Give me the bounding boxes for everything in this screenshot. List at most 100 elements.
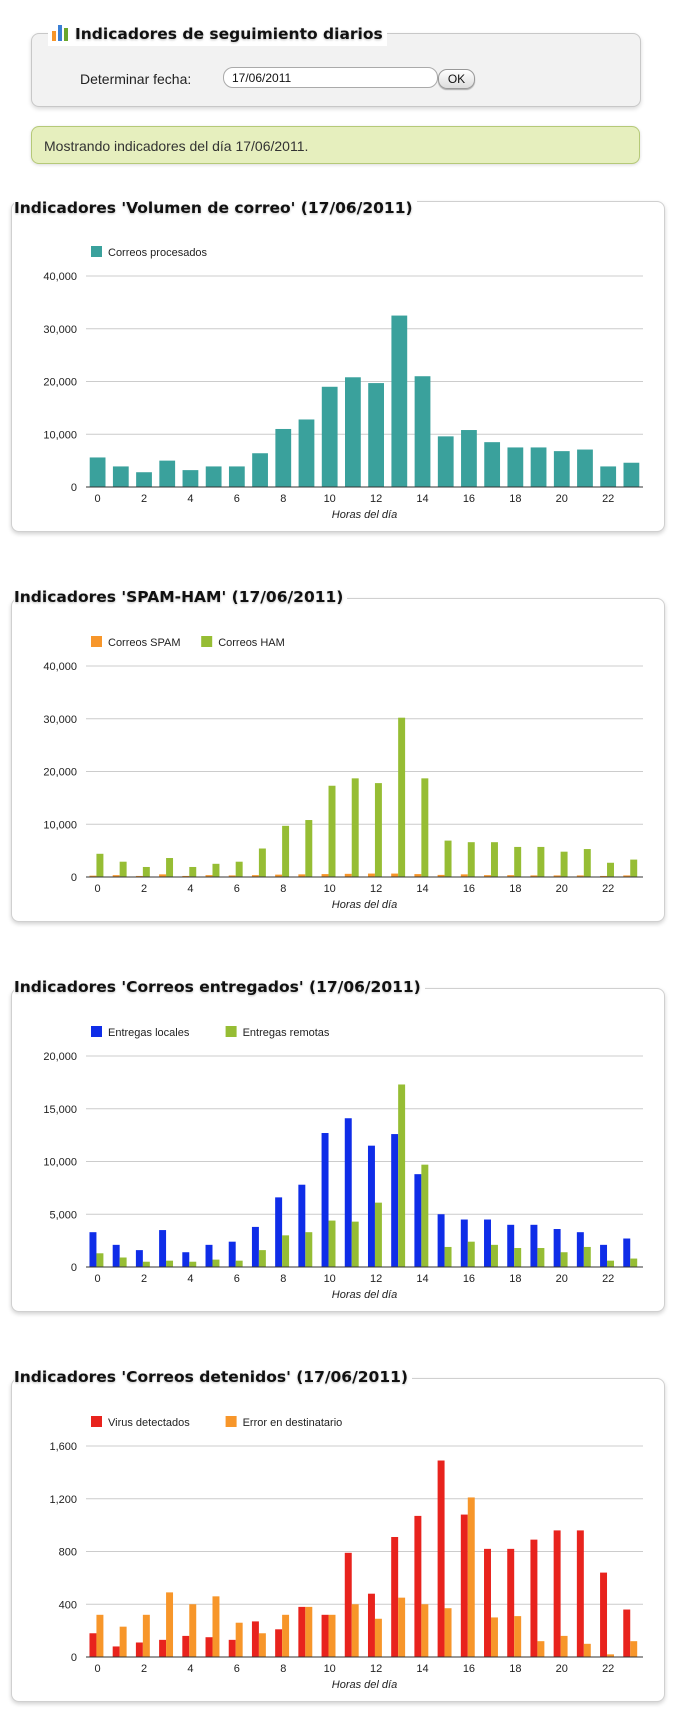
x-tick-label: 12 (370, 1273, 382, 1285)
x-tick-label: 6 (234, 493, 240, 505)
bar (537, 846, 545, 877)
legend-swatch (91, 246, 102, 257)
bar (484, 1548, 491, 1657)
ok-button[interactable]: OK (438, 69, 475, 89)
bar (437, 874, 445, 877)
legend-swatch (91, 1416, 102, 1427)
x-tick-label: 0 (95, 1663, 101, 1675)
bar (367, 873, 375, 877)
x-axis-label: Horas del día (332, 1679, 397, 1691)
legend-label: Entregas remotas (243, 1027, 330, 1039)
x-tick-label: 2 (141, 493, 147, 505)
x-tick-label: 18 (509, 493, 521, 505)
bar (96, 1614, 104, 1657)
x-tick-label: 8 (280, 493, 286, 505)
date-input[interactable] (223, 67, 438, 88)
x-tick-label: 0 (95, 493, 101, 505)
bar (444, 840, 452, 877)
bar (437, 1460, 445, 1657)
bar (228, 1639, 236, 1657)
bar (391, 1134, 399, 1267)
bar (374, 783, 382, 877)
x-tick-label: 14 (416, 1273, 428, 1285)
bar (89, 875, 97, 877)
bar (305, 1606, 313, 1657)
bar (530, 1224, 538, 1267)
bar (576, 1530, 584, 1657)
legend-swatch (225, 1026, 237, 1037)
bar (89, 457, 106, 487)
bar (507, 1224, 515, 1267)
bar (298, 419, 315, 487)
bar (298, 1606, 306, 1657)
bar (205, 875, 213, 877)
bar (282, 1614, 290, 1657)
bar (600, 875, 608, 877)
legend-label: Correos procesados (108, 247, 208, 259)
x-axis-label: Horas del día (332, 1289, 397, 1301)
x-tick-label: 20 (556, 493, 568, 505)
x-tick-label: 2 (141, 1663, 147, 1675)
bar (166, 1592, 174, 1657)
bar (577, 449, 593, 487)
bar (553, 1229, 561, 1267)
bar (321, 874, 329, 877)
bar (135, 1250, 143, 1267)
bar (460, 1514, 468, 1657)
bar (305, 1232, 313, 1267)
bar (321, 1614, 329, 1657)
bar (391, 1536, 399, 1657)
legend-swatch (225, 1416, 237, 1427)
bar (344, 873, 352, 877)
x-tick-label: 12 (370, 883, 382, 895)
x-tick-label: 2 (141, 1273, 147, 1285)
bar (553, 1530, 561, 1657)
bar (205, 1244, 213, 1267)
y-tick-label: 1,200 (49, 1494, 77, 1506)
bar (228, 466, 245, 487)
chart-title: Indicadores 'Volumen de correo' (17/06/2… (14, 199, 417, 217)
bar (182, 1635, 190, 1657)
bar (298, 874, 306, 877)
bar (321, 386, 338, 487)
x-tick-label: 10 (324, 883, 336, 895)
bar (228, 1241, 236, 1267)
bar (305, 820, 313, 877)
bar (537, 1248, 545, 1267)
bar (414, 1174, 422, 1267)
bar (119, 1257, 127, 1267)
bar (583, 1643, 591, 1657)
bar (623, 462, 640, 487)
bar (367, 1593, 375, 1657)
x-tick-label: 8 (280, 1273, 286, 1285)
x-tick-label: 16 (463, 493, 475, 505)
bar (630, 1258, 638, 1267)
bar (275, 874, 283, 877)
bar (89, 1232, 97, 1267)
bar (623, 875, 631, 877)
bar (328, 785, 336, 877)
bar (600, 466, 617, 487)
chart-volumen-correo: Correos procesados 0 10,000 20,000 30,000 40,… (43, 246, 643, 521)
x-tick-label: 22 (602, 1273, 614, 1285)
bar (437, 436, 454, 487)
bar (507, 1548, 515, 1657)
y-tick-label: 800 (59, 1547, 77, 1559)
y-tick-label: 0 (71, 1652, 77, 1664)
bar (159, 1230, 167, 1267)
bar (142, 866, 150, 877)
bar (530, 447, 547, 487)
legend-label: Virus detectados (108, 1417, 190, 1429)
bar (398, 1597, 406, 1657)
x-tick-label: 6 (234, 883, 240, 895)
bar (444, 1608, 452, 1657)
bar (275, 428, 292, 487)
bar (212, 863, 220, 877)
bar (398, 1084, 406, 1267)
bar (421, 778, 429, 877)
bar (490, 1617, 498, 1657)
bar (414, 376, 431, 487)
bar (135, 1642, 143, 1657)
bar (182, 1252, 190, 1267)
